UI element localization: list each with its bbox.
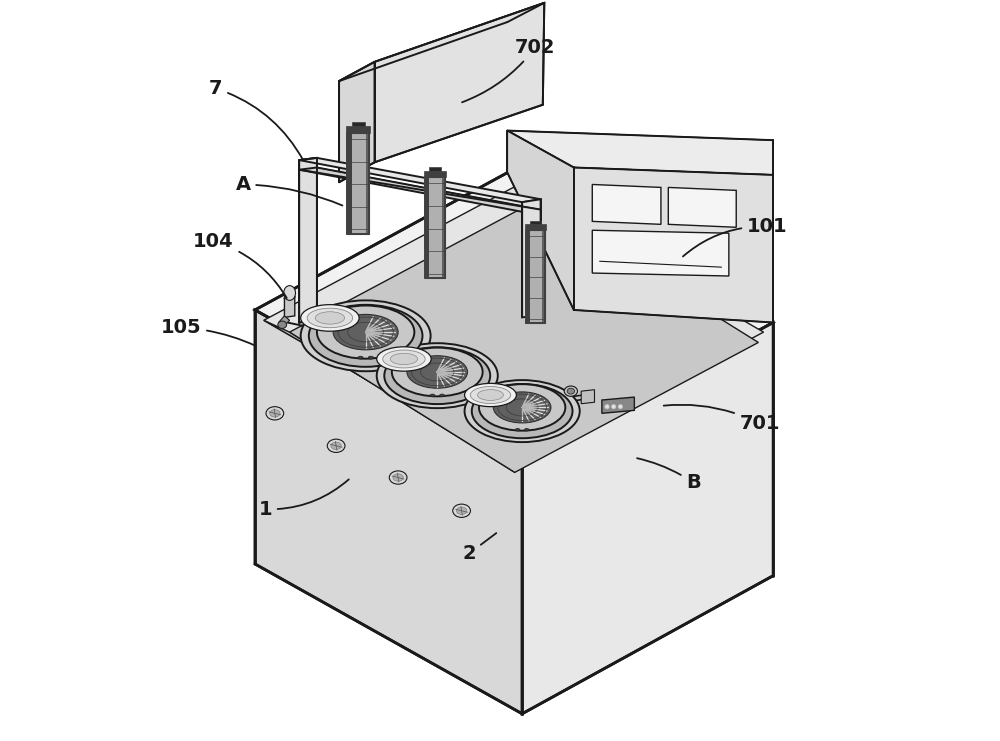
Ellipse shape xyxy=(390,353,418,365)
Ellipse shape xyxy=(315,312,345,324)
Ellipse shape xyxy=(465,383,516,407)
Polygon shape xyxy=(255,173,773,459)
Polygon shape xyxy=(366,133,369,234)
Ellipse shape xyxy=(377,347,431,371)
Ellipse shape xyxy=(278,321,287,328)
Polygon shape xyxy=(507,130,773,175)
Polygon shape xyxy=(581,390,594,404)
Ellipse shape xyxy=(453,504,470,517)
Polygon shape xyxy=(290,202,758,472)
Polygon shape xyxy=(574,167,773,322)
Ellipse shape xyxy=(407,356,468,388)
Ellipse shape xyxy=(383,350,425,368)
Polygon shape xyxy=(279,316,290,326)
Ellipse shape xyxy=(515,428,520,431)
Text: 701: 701 xyxy=(664,405,780,433)
Ellipse shape xyxy=(470,387,511,404)
Text: 101: 101 xyxy=(683,217,788,256)
Polygon shape xyxy=(339,3,544,81)
Polygon shape xyxy=(668,187,736,227)
Ellipse shape xyxy=(368,356,373,359)
Text: 7: 7 xyxy=(209,79,303,160)
Polygon shape xyxy=(375,3,544,162)
Polygon shape xyxy=(264,320,515,472)
Ellipse shape xyxy=(266,407,284,420)
Ellipse shape xyxy=(333,314,398,350)
Polygon shape xyxy=(442,177,445,278)
Polygon shape xyxy=(352,122,365,126)
Text: 702: 702 xyxy=(462,38,556,102)
Ellipse shape xyxy=(493,392,551,423)
Text: B: B xyxy=(637,458,701,492)
Ellipse shape xyxy=(611,405,616,409)
Ellipse shape xyxy=(307,308,353,328)
Polygon shape xyxy=(425,177,429,278)
Polygon shape xyxy=(526,230,545,322)
Polygon shape xyxy=(264,187,764,465)
Polygon shape xyxy=(530,221,541,225)
Ellipse shape xyxy=(605,405,609,409)
Ellipse shape xyxy=(358,356,363,359)
Polygon shape xyxy=(525,225,546,230)
Ellipse shape xyxy=(301,305,359,331)
Polygon shape xyxy=(347,133,369,234)
Polygon shape xyxy=(522,199,541,317)
Polygon shape xyxy=(347,133,352,234)
Polygon shape xyxy=(255,310,522,714)
Polygon shape xyxy=(284,296,295,317)
Ellipse shape xyxy=(564,386,578,396)
Polygon shape xyxy=(299,158,317,322)
Ellipse shape xyxy=(440,394,445,396)
Polygon shape xyxy=(339,62,375,182)
Polygon shape xyxy=(424,171,446,177)
Ellipse shape xyxy=(393,473,403,481)
Ellipse shape xyxy=(301,300,431,371)
Ellipse shape xyxy=(384,348,490,404)
Polygon shape xyxy=(592,185,661,225)
Ellipse shape xyxy=(479,384,565,431)
Ellipse shape xyxy=(478,390,503,400)
Ellipse shape xyxy=(377,343,498,408)
Ellipse shape xyxy=(456,507,467,514)
Ellipse shape xyxy=(618,405,623,409)
Polygon shape xyxy=(425,177,445,278)
Text: 2: 2 xyxy=(462,533,496,563)
Polygon shape xyxy=(522,322,773,714)
Polygon shape xyxy=(299,167,541,212)
Ellipse shape xyxy=(392,348,483,396)
Polygon shape xyxy=(592,230,729,276)
Ellipse shape xyxy=(309,305,422,367)
Ellipse shape xyxy=(524,428,529,431)
Polygon shape xyxy=(602,397,634,413)
Ellipse shape xyxy=(317,305,414,359)
Ellipse shape xyxy=(430,394,435,396)
Ellipse shape xyxy=(331,442,341,450)
Polygon shape xyxy=(429,167,441,171)
Polygon shape xyxy=(346,126,370,133)
Polygon shape xyxy=(526,230,530,322)
Ellipse shape xyxy=(465,380,580,442)
Ellipse shape xyxy=(472,384,573,438)
Text: 1: 1 xyxy=(258,479,349,519)
Text: 105: 105 xyxy=(161,318,255,346)
Ellipse shape xyxy=(327,439,345,453)
Polygon shape xyxy=(299,158,541,202)
Ellipse shape xyxy=(284,285,296,300)
Ellipse shape xyxy=(270,410,280,417)
Ellipse shape xyxy=(389,471,407,484)
Text: A: A xyxy=(236,175,342,205)
Ellipse shape xyxy=(567,388,575,394)
Text: 104: 104 xyxy=(193,232,287,298)
Polygon shape xyxy=(542,230,545,322)
Polygon shape xyxy=(507,130,574,310)
